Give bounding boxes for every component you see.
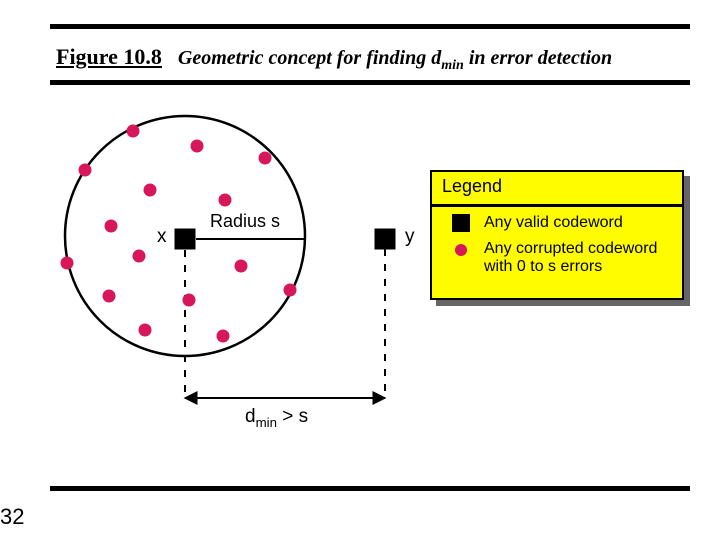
corrupted-point bbox=[183, 294, 196, 307]
node-label-y: y bbox=[405, 226, 415, 248]
corrupted-point bbox=[105, 220, 118, 233]
top-rule-2 bbox=[50, 80, 690, 85]
legend-title: Legend bbox=[442, 176, 502, 197]
dmin-label: dmin > s bbox=[245, 406, 308, 430]
corrupted-point bbox=[139, 324, 152, 337]
codeword-node-y bbox=[375, 229, 396, 250]
figure-label: Figure 10.8 bbox=[56, 44, 162, 69]
legend-divider bbox=[432, 204, 682, 207]
figure-title: Figure 10.8 Geometric concept for findin… bbox=[56, 44, 690, 74]
corrupted-point bbox=[217, 330, 230, 343]
figure-caption: Geometric concept for finding dmin in er… bbox=[178, 47, 612, 69]
corrupted-point bbox=[219, 194, 232, 207]
corrupted-point bbox=[133, 250, 146, 263]
geometric-diagram: x y Radius s dmin > s Legend Any valid code… bbox=[45, 98, 675, 478]
legend-item-valid: Any valid codeword bbox=[484, 214, 623, 232]
corrupted-point bbox=[127, 125, 140, 138]
corrupted-point bbox=[103, 290, 116, 303]
bottom-rule bbox=[50, 486, 690, 491]
corrupted-point bbox=[144, 184, 157, 197]
radius-label: Radius s bbox=[210, 211, 280, 232]
corrupted-point bbox=[259, 152, 272, 165]
page-number: 32 bbox=[0, 504, 24, 530]
legend-box: Legend Any valid codeword Any corrupted … bbox=[430, 170, 684, 300]
corrupted-point bbox=[284, 284, 297, 297]
corrupted-point bbox=[191, 140, 204, 153]
top-rule-1 bbox=[50, 24, 690, 29]
corrupted-codeword-swatch bbox=[455, 244, 467, 256]
corrupted-point bbox=[79, 164, 92, 177]
node-label-x: x bbox=[157, 226, 167, 248]
codeword-node-x bbox=[175, 229, 196, 250]
valid-codeword-swatch bbox=[452, 214, 470, 232]
corrupted-point bbox=[235, 260, 248, 273]
corrupted-point bbox=[61, 257, 74, 270]
legend-item-corrupted: Any corrupted codeword with 0 to s error… bbox=[484, 240, 657, 275]
